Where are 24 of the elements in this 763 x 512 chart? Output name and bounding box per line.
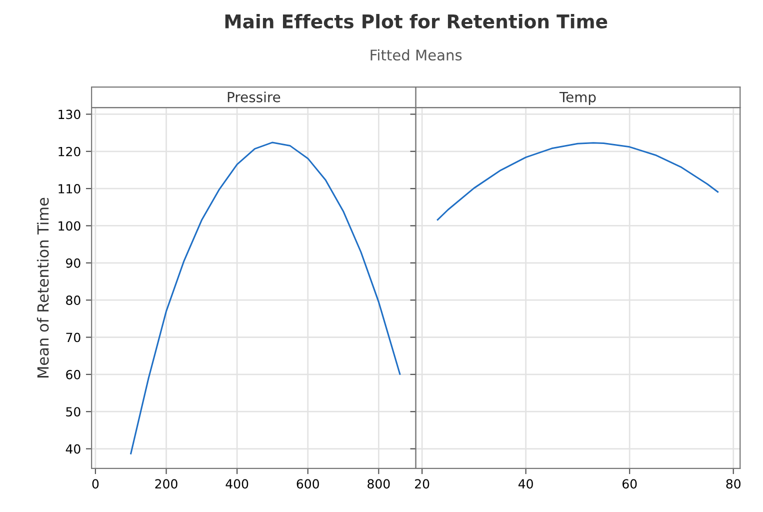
y-tick-label: 40 [66,444,80,454]
y-tick-label: 120 [58,146,80,156]
y-tick-label: 110 [58,184,80,194]
x-tick-label: 600 [296,479,319,489]
y-axis-title: Mean of Retention Time [36,198,49,378]
y-tick-label: 80 [66,296,80,306]
x-tick-label: 20 [415,479,430,489]
y-tick-label: 50 [66,407,80,417]
text: Fitted Means [370,49,462,61]
text: Main Effects Plot for Retention Time [225,14,608,28]
chart-title: Pressire [228,92,280,102]
y-tick-label: 70 [66,332,80,342]
y-tick-label: 130 [58,110,80,120]
x-tick-label: 0 [92,479,99,489]
x-tick-label: 400 [226,479,248,489]
x-tick-label: 60 [622,479,637,489]
x-tick-label: 80 [726,479,740,489]
chart-title: Temp [559,92,596,106]
x-tick-label: 800 [368,479,390,489]
x-tick-label: 40 [518,479,533,489]
y-tick-label: 90 [66,258,80,268]
y-tick-label: 60 [66,370,80,380]
y-tick-label: 100 [58,221,80,231]
x-tick-label: 200 [155,479,178,489]
